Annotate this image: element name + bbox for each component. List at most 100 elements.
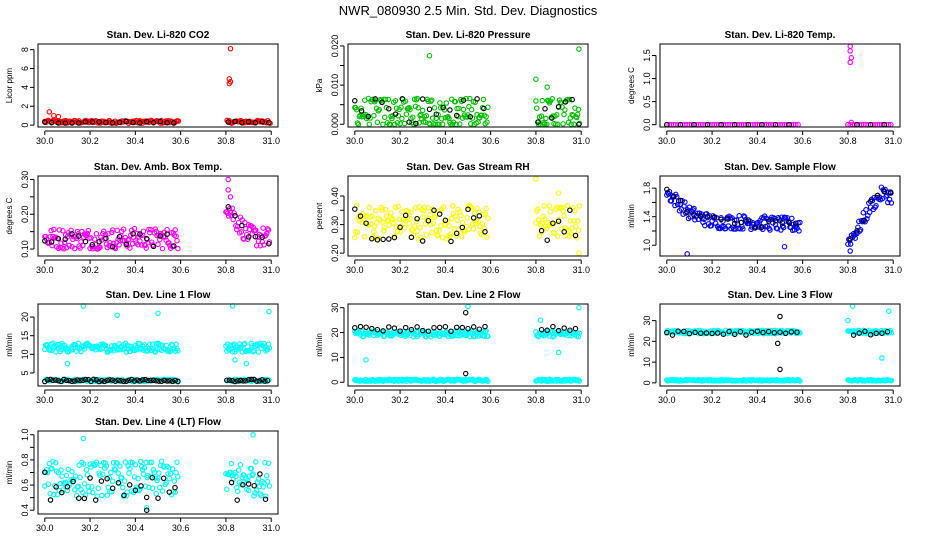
green-data-point xyxy=(534,105,540,111)
cyan-data-point xyxy=(104,492,111,498)
yellow-data-point xyxy=(430,220,437,227)
x-tick-label: 30.6 xyxy=(482,265,500,275)
magenta-data-point xyxy=(75,231,82,237)
black-data-point xyxy=(737,328,744,335)
yellow-data-point xyxy=(419,214,426,220)
cyan-data-point xyxy=(155,340,161,347)
x-tick-label: 30.2 xyxy=(81,265,99,275)
black-data-point xyxy=(42,238,48,244)
magenta-data-point xyxy=(847,59,853,66)
black-data-point xyxy=(879,330,885,336)
black-data-point xyxy=(743,332,749,338)
x-tick-label: 30.4 xyxy=(749,395,767,405)
black-data-point xyxy=(257,471,263,477)
cyan-data-point xyxy=(145,472,151,479)
yellow-data-point xyxy=(539,220,546,227)
black-data-point xyxy=(245,377,252,383)
cyan-data-point xyxy=(80,435,87,442)
panel-title: Stan. Dev. Li-820 Temp. xyxy=(725,30,836,41)
green-data-point xyxy=(414,95,421,102)
black-data-point xyxy=(408,326,415,333)
cyan-data-point xyxy=(879,355,885,361)
x-axis: 30.0 30.2 30.4 30.6 30.8 31.0 xyxy=(36,130,280,146)
black-data-point xyxy=(462,370,469,377)
yellow-data-point xyxy=(429,229,435,236)
black-data-point xyxy=(754,328,761,334)
black-data-point xyxy=(794,329,800,335)
magenta-data-point xyxy=(225,176,231,183)
cyan-data-point xyxy=(121,478,128,484)
blue-data-point xyxy=(863,207,869,213)
green-data-point xyxy=(574,111,581,118)
y-axis: 0.10 0.20 0.30 xyxy=(20,171,35,258)
black-data-point xyxy=(42,469,48,476)
cyan-data-point xyxy=(266,308,272,315)
green-data-point xyxy=(443,100,450,106)
cyan-data-point xyxy=(254,479,261,485)
x-tick-label: 30.8 xyxy=(217,395,235,405)
black-data-point xyxy=(259,234,265,240)
cyan-data-point xyxy=(99,492,105,499)
black-data-point xyxy=(61,376,67,383)
black-data-point xyxy=(245,481,252,487)
cyan-data-point xyxy=(93,459,100,465)
black-data-point xyxy=(704,213,711,219)
black-data-point xyxy=(234,378,241,384)
cyan-data-point xyxy=(52,482,58,489)
black-data-point xyxy=(252,119,259,126)
black-data-point xyxy=(392,111,399,117)
yellow-data-point xyxy=(567,218,574,224)
cyan-data-point xyxy=(849,303,856,309)
black-data-point xyxy=(123,378,130,384)
cyan-data-point xyxy=(47,490,53,497)
cyan-data-point xyxy=(175,474,181,480)
blue-data-point xyxy=(789,215,795,222)
black-data-point xyxy=(698,330,704,336)
cyan-data-point xyxy=(885,308,892,315)
cyan-data-point xyxy=(575,377,582,383)
green-data-point xyxy=(539,97,546,104)
black-data-point xyxy=(470,324,477,330)
cyan-data-point xyxy=(148,459,155,466)
black-data-point xyxy=(171,243,177,249)
black-data-point xyxy=(53,484,59,490)
cyan-data-point xyxy=(249,343,255,349)
yellow-data-point xyxy=(478,231,485,238)
black-data-point xyxy=(460,97,467,103)
yellow-data-point xyxy=(448,215,455,222)
cyan-data-point xyxy=(245,487,252,494)
y-tick-label: 1.0 xyxy=(642,72,652,85)
cyan-data-point xyxy=(263,473,270,479)
green-data-point xyxy=(538,113,545,119)
yellow-data-point xyxy=(395,203,402,210)
black-data-point xyxy=(92,497,99,503)
black-data-point xyxy=(436,324,443,331)
green-data-point xyxy=(431,105,438,111)
red-data-point xyxy=(227,45,234,52)
y-axis-label: ml/min xyxy=(627,204,636,228)
yellow-data-point xyxy=(554,233,561,239)
magenta-data-point xyxy=(79,228,85,235)
y-tick-label: 30 xyxy=(330,303,340,313)
black-data-point xyxy=(225,119,231,125)
black-data-point xyxy=(266,119,272,126)
green-data-point xyxy=(428,98,434,104)
y-axis-label: ml/min xyxy=(5,461,14,485)
cyan-data-point xyxy=(108,469,114,476)
yellow-data-point xyxy=(458,212,464,219)
y-tick-label: 20 xyxy=(330,328,340,338)
black-data-point xyxy=(256,378,263,384)
black-data-point xyxy=(684,209,690,215)
black-data-point xyxy=(779,220,786,226)
cyan-data-point xyxy=(81,481,88,487)
black-data-point xyxy=(234,497,240,503)
black-data-point xyxy=(103,235,109,242)
black-data-point xyxy=(253,378,260,384)
green-data-point xyxy=(575,106,582,113)
magenta-data-point xyxy=(166,240,172,246)
black-data-point xyxy=(55,235,62,242)
x-tick-label: 30.6 xyxy=(794,395,812,405)
y-tick-label: 0.0 xyxy=(642,118,652,131)
